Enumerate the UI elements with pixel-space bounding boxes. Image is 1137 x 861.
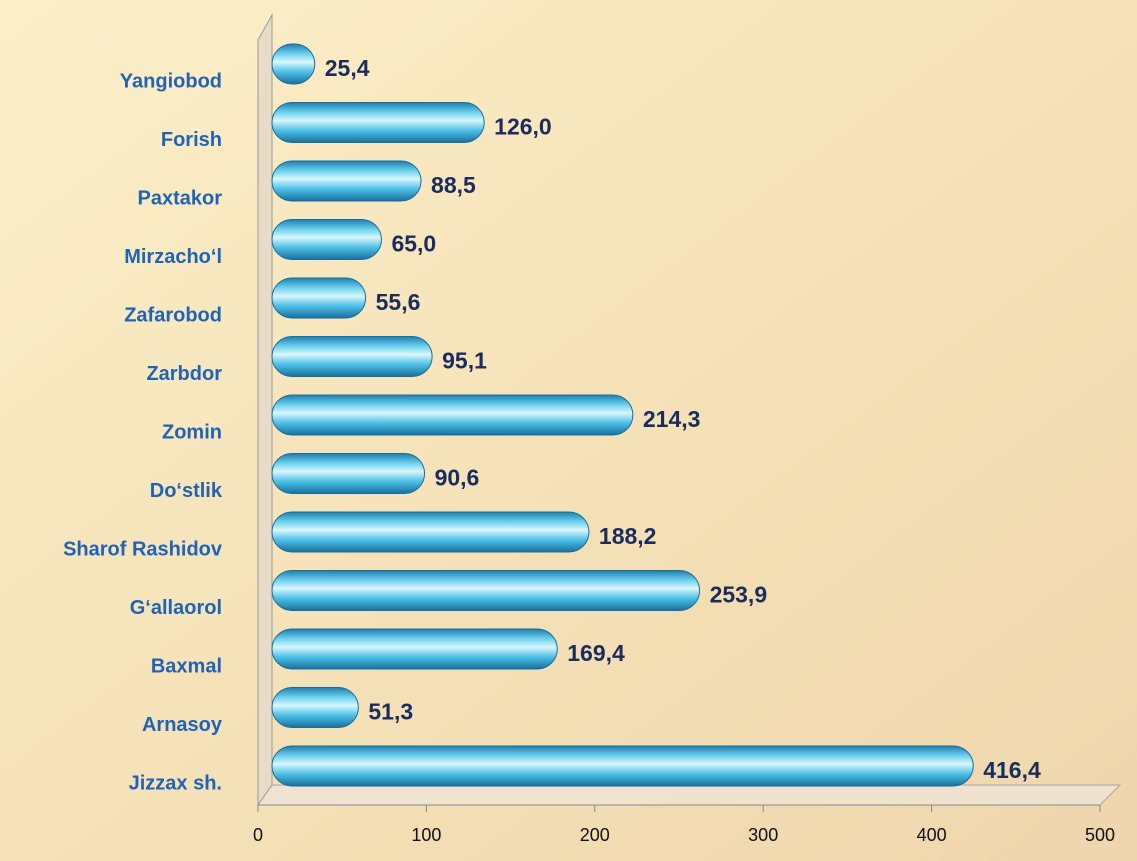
bar — [271, 511, 590, 553]
bar — [271, 628, 558, 670]
category-label: Zomin — [162, 421, 222, 443]
category-label: Do‘stlik — [150, 480, 223, 502]
x-tick-label: 400 — [917, 825, 947, 845]
value-label: 25,4 — [325, 55, 370, 81]
category-label: Zafarobod — [124, 304, 222, 326]
x-tick-label: 500 — [1085, 825, 1115, 845]
value-label: 88,5 — [431, 172, 476, 198]
value-label: 95,1 — [442, 348, 487, 374]
wall — [257, 13, 273, 807]
category-label: Sharof Rashidov — [63, 538, 223, 560]
value-label: 188,2 — [599, 523, 657, 549]
bar — [271, 160, 422, 202]
bar — [271, 687, 359, 728]
category-label: Jizzax sh. — [129, 772, 222, 794]
category-label: G‘allaorol — [130, 597, 222, 619]
x-tick-label: 100 — [411, 825, 441, 845]
bar — [271, 43, 316, 85]
floor — [257, 784, 1122, 806]
bar — [271, 453, 426, 494]
x-tick-label: 300 — [748, 825, 778, 845]
value-label: 126,0 — [494, 114, 552, 140]
value-label: 416,4 — [983, 757, 1041, 783]
bar — [271, 745, 974, 787]
bar — [271, 277, 367, 319]
category-label: Forish — [161, 129, 222, 151]
category-label: Yangiobod — [120, 70, 222, 92]
category-label: Arnasoy — [142, 714, 223, 736]
bar — [271, 336, 433, 377]
bar — [271, 394, 634, 436]
value-label: 65,0 — [391, 231, 436, 257]
x-tick-label: 200 — [580, 825, 610, 845]
value-label: 169,4 — [567, 640, 625, 666]
x-tick-label: 0 — [253, 825, 263, 845]
value-label: 55,6 — [376, 289, 421, 315]
category-label: Paxtakor — [138, 187, 223, 209]
value-label: 90,6 — [435, 465, 480, 491]
category-label: Baxmal — [151, 655, 222, 677]
value-label: 51,3 — [368, 699, 413, 725]
bar — [271, 219, 382, 260]
value-label: 214,3 — [643, 406, 701, 432]
category-label: Zarbdor — [146, 363, 222, 385]
value-label: 253,9 — [710, 582, 768, 608]
bar — [271, 102, 485, 143]
category-label: Mirzacho‘l — [124, 246, 222, 268]
bar — [271, 570, 701, 611]
